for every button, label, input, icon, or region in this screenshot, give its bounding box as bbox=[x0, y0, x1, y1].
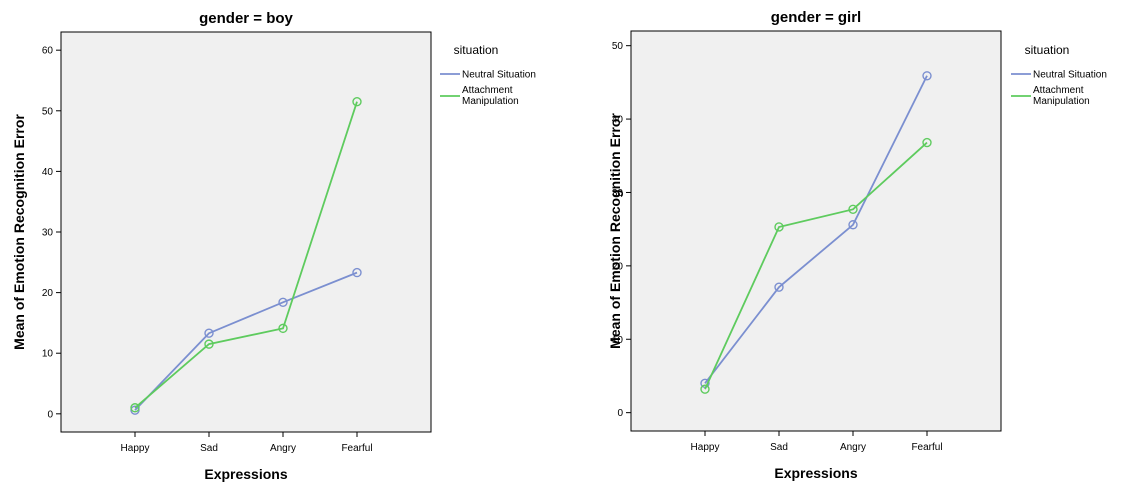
x-tick-label: Angry bbox=[840, 442, 866, 453]
data-point-marker bbox=[204, 339, 214, 349]
legend-label-attachment: Attachment Manipulation bbox=[1033, 85, 1090, 107]
plot-area bbox=[60, 31, 432, 433]
y-tick-label: 0 bbox=[47, 409, 53, 420]
data-point-marker bbox=[130, 403, 140, 413]
y-tick-label: 30 bbox=[42, 228, 54, 239]
y-tick-label: 50 bbox=[42, 106, 54, 117]
x-tick-label: Fearful bbox=[341, 443, 372, 454]
chart-title: gender = girl bbox=[771, 9, 861, 26]
x-tick-label: Happy bbox=[121, 443, 150, 454]
y-tick-label: 40 bbox=[42, 167, 54, 178]
line-chart-boy: gender = boy 0 10 20 30 40 50 60 Happy Sad Angry Fe… bbox=[11, 10, 536, 482]
series-line-1 bbox=[134, 271, 358, 411]
series-line-1 bbox=[704, 75, 928, 384]
y-tick-label: 50 bbox=[612, 41, 624, 52]
y-axis-title: Mean of Emotion Recognition Error bbox=[607, 113, 623, 349]
x-tick-label: Angry bbox=[270, 443, 296, 454]
chart-panel-girl: gender = girl 0 10 20 30 40 50 Happy Sad Angry Fea… bbox=[566, 0, 1132, 485]
legend-label-attachment: Attachment Manipulation bbox=[462, 85, 519, 107]
x-axis-title: Expressions bbox=[774, 465, 857, 481]
legend-title: situation bbox=[454, 43, 499, 57]
data-point-marker bbox=[278, 297, 288, 308]
y-axis-title: Mean of Emotion Recognition Error bbox=[11, 114, 27, 350]
data-point-marker bbox=[922, 71, 932, 81]
y-tick-label: 60 bbox=[42, 46, 54, 57]
x-tick-label: Sad bbox=[200, 443, 218, 454]
y-tick-label: 30 bbox=[612, 188, 624, 199]
legend-title: situation bbox=[1025, 43, 1070, 57]
y-tick-label: 10 bbox=[42, 349, 54, 360]
data-point-marker bbox=[922, 137, 932, 148]
chart-title: gender = boy bbox=[199, 10, 293, 27]
x-tick-label: Happy bbox=[691, 442, 720, 453]
y-tick-label: 20 bbox=[612, 261, 624, 272]
series-line-2 bbox=[704, 141, 928, 390]
data-point-marker bbox=[352, 96, 362, 107]
line-chart-girl: gender = girl 0 10 20 30 40 50 Happy Sad Angry Fea… bbox=[607, 9, 1107, 481]
chart-panel-boy: gender = boy 0 10 20 30 40 50 60 Happy Sad Angry Fe… bbox=[11, 10, 536, 482]
data-point-marker bbox=[848, 220, 858, 230]
data-point-marker bbox=[278, 323, 288, 334]
plot-area bbox=[630, 30, 1002, 432]
x-tick-label: Sad bbox=[770, 442, 788, 453]
legend-label-neutral: Neutral Situation bbox=[1033, 70, 1107, 81]
data-point-marker bbox=[352, 267, 362, 278]
y-tick-label: 0 bbox=[617, 408, 623, 419]
data-point-marker bbox=[774, 282, 784, 292]
x-axis-title: Expressions bbox=[204, 466, 287, 482]
y-tick-label: 20 bbox=[42, 288, 54, 299]
data-point-marker bbox=[848, 204, 858, 215]
data-point-marker bbox=[204, 328, 214, 338]
y-tick-label: 10 bbox=[612, 335, 624, 346]
data-point-marker bbox=[774, 222, 784, 232]
y-tick-label: 40 bbox=[612, 115, 624, 126]
series-line-2 bbox=[134, 101, 358, 409]
legend-label-neutral: Neutral Situation bbox=[462, 70, 536, 81]
data-point-marker bbox=[700, 384, 710, 394]
x-tick-label: Fearful bbox=[911, 442, 942, 453]
